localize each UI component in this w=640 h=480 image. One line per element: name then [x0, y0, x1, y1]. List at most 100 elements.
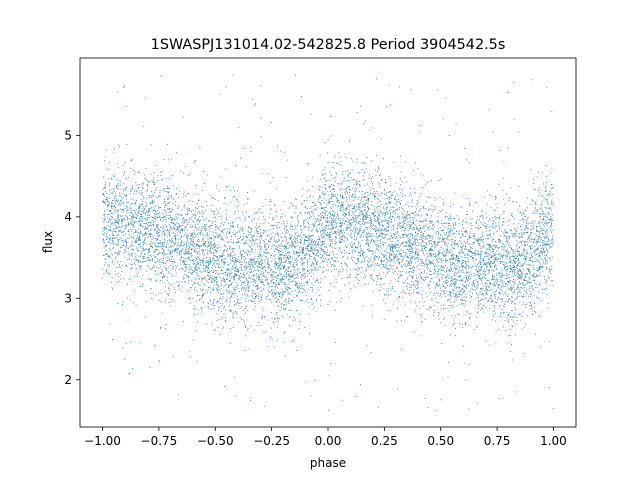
- data-point: [297, 277, 299, 279]
- data-point: [325, 246, 327, 248]
- data-point: [267, 262, 269, 264]
- data-point: [462, 224, 464, 225]
- data-point: [335, 232, 336, 234]
- data-point: [435, 285, 437, 287]
- data-point: [513, 275, 515, 277]
- data-point: [211, 205, 213, 206]
- data-point: [212, 290, 214, 291]
- data-point: [443, 254, 445, 256]
- data-point: [487, 223, 489, 225]
- data-point: [118, 240, 120, 242]
- data-point: [430, 215, 432, 217]
- data-point: [465, 284, 467, 286]
- data-point: [320, 250, 322, 252]
- data-point: [193, 162, 195, 164]
- data-point: [151, 279, 152, 281]
- data-point: [294, 224, 296, 226]
- data-point: [297, 222, 299, 224]
- data-point: [139, 342, 141, 344]
- data-point: [228, 284, 230, 286]
- data-point: [188, 249, 190, 251]
- data-point: [433, 268, 435, 270]
- data-point: [446, 259, 447, 261]
- data-point: [463, 362, 465, 364]
- data-point: [507, 269, 509, 270]
- data-point: [218, 212, 220, 214]
- data-point: [153, 221, 155, 223]
- data-point: [331, 195, 333, 197]
- data-point: [111, 277, 113, 278]
- data-point: [241, 288, 243, 289]
- data-point: [373, 229, 374, 231]
- data-point: [513, 260, 515, 262]
- data-point: [339, 220, 341, 222]
- data-point: [256, 260, 258, 262]
- data-point: [265, 270, 267, 272]
- data-point: [131, 253, 133, 255]
- data-point: [184, 220, 186, 222]
- data-point: [274, 285, 276, 287]
- data-point: [238, 217, 240, 219]
- data-point: [155, 238, 157, 239]
- data-point: [108, 256, 110, 257]
- data-point: [495, 259, 497, 261]
- data-point: [500, 271, 502, 273]
- data-point: [523, 248, 525, 250]
- data-point: [509, 244, 511, 246]
- data-point: [446, 216, 448, 217]
- data-point: [286, 286, 288, 288]
- data-point: [217, 263, 219, 264]
- data-point: [332, 232, 334, 234]
- data-point: [498, 285, 500, 286]
- data-point: [233, 288, 235, 290]
- data-point: [256, 246, 258, 248]
- data-point: [131, 202, 133, 204]
- data-point: [153, 171, 155, 173]
- data-point: [374, 255, 376, 257]
- data-point: [212, 303, 214, 305]
- data-point: [341, 266, 343, 268]
- data-point: [489, 290, 491, 292]
- data-point: [472, 280, 474, 282]
- data-point: [295, 238, 297, 240]
- data-point: [108, 184, 110, 186]
- data-point: [295, 208, 297, 210]
- data-point: [143, 223, 145, 225]
- data-point: [153, 217, 155, 219]
- data-point: [376, 230, 378, 231]
- data-point: [347, 186, 349, 188]
- data-point: [539, 275, 541, 277]
- data-point: [249, 277, 250, 279]
- data-point: [322, 233, 324, 235]
- data-point: [138, 210, 140, 212]
- data-point: [278, 252, 279, 254]
- data-point: [438, 279, 440, 281]
- data-point: [410, 246, 412, 248]
- data-point: [231, 294, 233, 295]
- data-point: [294, 273, 296, 275]
- data-point: [464, 260, 466, 262]
- data-point: [216, 233, 218, 234]
- data-point: [317, 238, 319, 240]
- data-point: [264, 284, 266, 286]
- data-point: [345, 209, 347, 211]
- data-point: [136, 231, 138, 233]
- data-point: [494, 198, 496, 200]
- data-point: [249, 245, 251, 247]
- data-point: [477, 242, 479, 244]
- data-point: [140, 261, 141, 263]
- data-point: [542, 239, 544, 241]
- data-point: [545, 259, 546, 261]
- data-point: [321, 214, 323, 216]
- data-point: [510, 259, 512, 261]
- data-point: [169, 235, 171, 237]
- data-point: [356, 246, 358, 248]
- data-point: [311, 261, 313, 263]
- data-point: [256, 262, 258, 264]
- data-point: [254, 298, 256, 300]
- data-point: [501, 257, 503, 259]
- data-point: [387, 288, 389, 289]
- data-point: [201, 206, 202, 208]
- data-point: [214, 299, 215, 301]
- data-point: [434, 253, 436, 255]
